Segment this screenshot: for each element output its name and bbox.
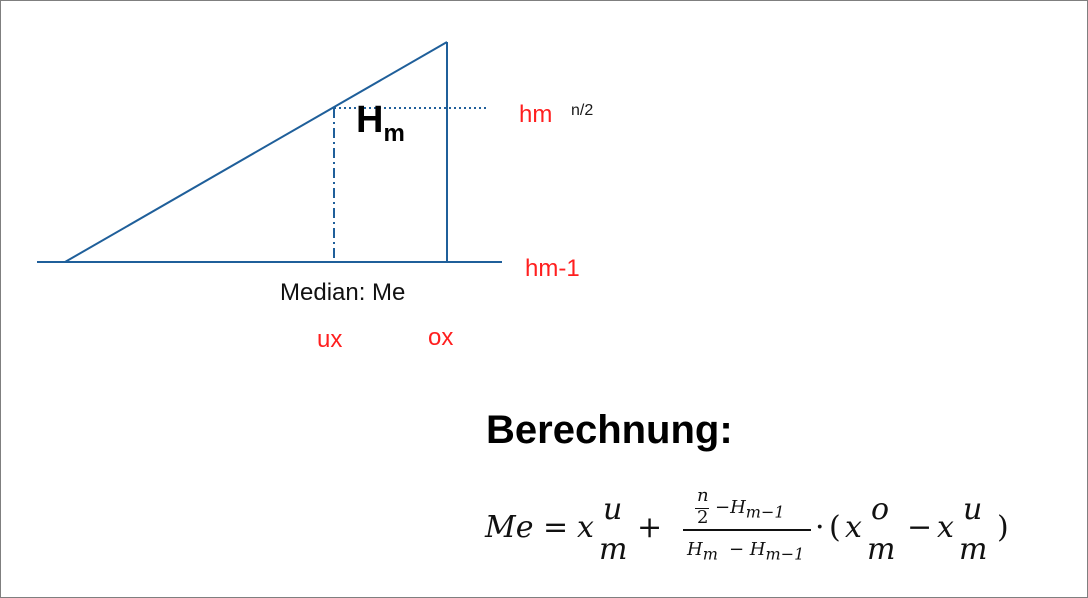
ox-label: ox [428,324,454,351]
calculation-heading: Berechnung: [486,408,733,452]
formula-m1: m [599,532,628,567]
formula-x2: x [845,510,862,545]
formula-main-fraction-line [683,529,811,531]
hm-top-superscript: n/2 [571,102,594,119]
formula-o: o [871,492,890,527]
formula-rparen: ) [997,510,1009,545]
formula-den-h1: Hm [687,539,718,564]
formula-u1: u [603,492,623,527]
formula-dot: · [815,510,825,545]
hm-minus-1-label: hm-1 [525,255,580,282]
formula-den-rest: − Hm−1 [729,539,805,564]
formula-small-fraction-line [695,508,709,509]
formula-lparen: ( [829,510,841,545]
formula-x3: x [937,510,954,545]
ux-label: ux [317,326,343,353]
formula-x1: x [577,510,594,545]
formula-m2: m [867,532,896,567]
formula-lhs: Me [485,510,534,545]
formula-m3: m [959,532,988,567]
hm-top-label: hm [519,101,553,128]
triangle-hypotenuse [64,41,448,263]
formula-num-n: n [697,485,709,506]
median-label: Median: Me [280,279,406,306]
formula-equals: = [543,510,569,545]
formula-u2: u [963,492,983,527]
formula-num-2: 2 [697,507,709,528]
formula-minus: − [907,510,933,545]
formula-num-rest: −Hm−1 [715,497,785,522]
hm-cumulative-label: Hm [356,99,405,147]
formula-plus: + [637,510,663,545]
median-formula: Me = x u m + n 2 −Hm−1 Hm − Hm−1 · ( x o… [485,485,1045,579]
